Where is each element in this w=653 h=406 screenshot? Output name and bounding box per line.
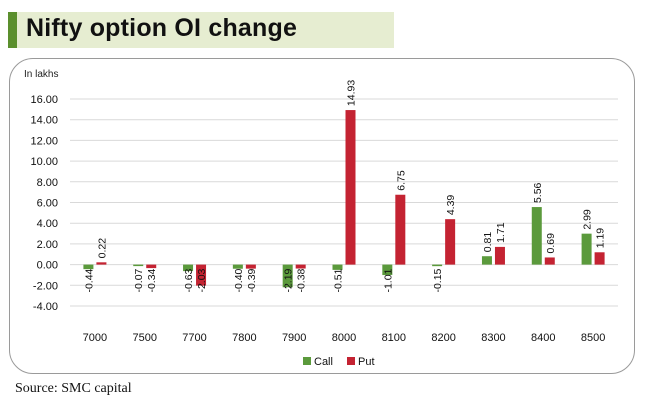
y-tick-label: 8.00 xyxy=(37,177,58,189)
chart-frame xyxy=(9,58,635,374)
data-label: 14.93 xyxy=(346,80,358,106)
bar-call xyxy=(232,264,243,269)
data-label: -0.63 xyxy=(183,268,195,292)
x-tick-label: 7000 xyxy=(83,332,107,344)
data-label: 0.81 xyxy=(482,232,494,253)
data-label: -0.39 xyxy=(246,268,258,292)
bar-call xyxy=(382,264,393,276)
bar-call xyxy=(481,256,492,265)
bar-call xyxy=(531,207,542,265)
bar-call xyxy=(432,264,443,267)
bar-call xyxy=(133,264,144,267)
bar-put xyxy=(196,264,207,286)
bar-put xyxy=(494,246,505,265)
data-label: -0.34 xyxy=(146,268,158,292)
y-axis-label: In lakhs xyxy=(24,69,58,80)
data-label: 2.99 xyxy=(582,209,594,230)
data-label: 0.22 xyxy=(96,238,108,259)
data-label: -0.44 xyxy=(83,268,95,292)
y-tick-label: 12.00 xyxy=(30,135,58,147)
data-label: 6.75 xyxy=(395,170,407,191)
y-tick-label: 16.00 xyxy=(30,94,58,106)
bar-put xyxy=(345,110,356,265)
bar-call xyxy=(581,233,592,265)
data-label: -1.01 xyxy=(382,268,394,292)
bar-put xyxy=(544,257,555,265)
data-label: -0.51 xyxy=(333,268,345,292)
bar-put xyxy=(295,264,306,269)
x-tick-label: 8500 xyxy=(581,332,605,344)
bar-put xyxy=(245,264,256,269)
y-tick-label: 6.00 xyxy=(37,198,58,210)
data-label: 4.39 xyxy=(445,195,457,216)
bar-call xyxy=(282,264,293,288)
x-tick-label: 7800 xyxy=(232,332,256,344)
bar-put xyxy=(395,194,406,265)
y-tick-label: -4.00 xyxy=(33,301,58,313)
data-label: 5.56 xyxy=(532,182,544,203)
bar-call xyxy=(332,264,343,270)
bar-put xyxy=(146,264,157,269)
data-label: -0.40 xyxy=(233,268,245,292)
data-label: -0.38 xyxy=(296,268,308,292)
y-tick-label: 10.00 xyxy=(30,156,58,168)
bar-call xyxy=(183,264,194,272)
bar-put xyxy=(594,252,605,265)
x-tick-label: 8100 xyxy=(382,332,406,344)
data-label: 0.69 xyxy=(545,233,557,254)
x-tick-label: 8300 xyxy=(481,332,505,344)
legend-swatch-call xyxy=(303,357,311,365)
title-accent-bar xyxy=(8,12,17,48)
source-note: Source: SMC capital xyxy=(15,381,132,396)
x-tick-label: 7700 xyxy=(182,332,206,344)
bar-call xyxy=(83,264,94,270)
legend-swatch-put xyxy=(347,357,355,365)
x-tick-label: 8000 xyxy=(332,332,356,344)
x-tick-label: 7500 xyxy=(132,332,156,344)
x-tick-label: 7900 xyxy=(282,332,306,344)
data-label: 1.19 xyxy=(595,228,607,249)
data-label: -2.03 xyxy=(196,268,208,292)
data-label: -0.07 xyxy=(133,268,145,292)
data-label: 1.71 xyxy=(495,222,507,243)
y-tick-label: 14.00 xyxy=(30,115,58,127)
title-band xyxy=(8,12,394,48)
y-tick-label: 4.00 xyxy=(37,218,58,230)
page-title: Nifty option OI change xyxy=(26,14,298,42)
bar-put xyxy=(445,219,456,265)
y-tick-label: -2.00 xyxy=(33,280,58,292)
y-tick-label: 0.00 xyxy=(37,260,58,272)
bar-put xyxy=(96,262,107,265)
legend-label-call: Call xyxy=(314,356,333,368)
data-label: -0.15 xyxy=(432,268,444,292)
x-tick-label: 8400 xyxy=(531,332,555,344)
y-tick-label: 2.00 xyxy=(37,239,58,251)
legend-label-put: Put xyxy=(358,356,375,368)
data-label: -2.19 xyxy=(283,268,295,292)
x-tick-label: 8200 xyxy=(431,332,455,344)
